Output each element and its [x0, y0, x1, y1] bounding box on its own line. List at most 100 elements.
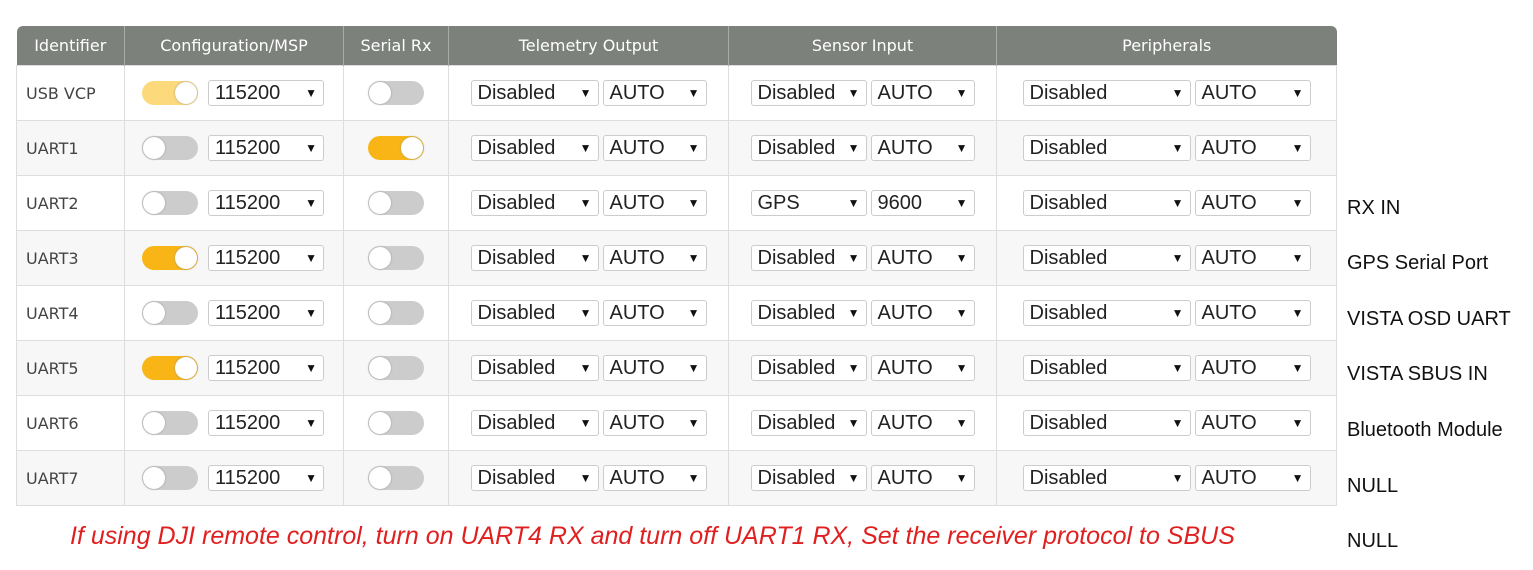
port-note: VISTA SBUS IN — [1347, 363, 1488, 386]
telemetry-select[interactable]: Disabled ▼ — [470, 300, 599, 326]
msp-baud-select[interactable]: 115200 ▼ — [208, 190, 324, 216]
table-row: UART5 115200 ▼ Disabled ▼ AUTO ▼ Disabled ▼ AU… — [16, 340, 1337, 396]
port-identifier: UART1 — [16, 120, 125, 176]
chevron-down-icon: ▼ — [955, 361, 968, 375]
sensor-baud-select[interactable]: AUTO ▼ — [870, 245, 975, 271]
chevron-down-icon: ▼ — [955, 141, 968, 155]
sensor-select[interactable]: Disabled ▼ — [750, 410, 867, 436]
chevron-down-icon: ▼ — [305, 471, 317, 485]
chevron-down-icon: ▼ — [1171, 416, 1184, 430]
msp-toggle[interactable] — [142, 411, 198, 435]
chevron-down-icon: ▼ — [305, 141, 317, 155]
peripherals-select[interactable]: Disabled ▼ — [1022, 245, 1191, 271]
sensor-baud-select[interactable]: AUTO ▼ — [870, 410, 975, 436]
msp-baud-select[interactable]: 115200 ▼ — [208, 410, 324, 436]
telemetry-baud-select[interactable]: AUTO ▼ — [602, 80, 707, 106]
peripherals-select[interactable]: Disabled ▼ — [1022, 355, 1191, 381]
msp-toggle[interactable] — [142, 356, 198, 380]
peripherals-baud-select[interactable]: AUTO ▼ — [1194, 410, 1311, 436]
telemetry-baud-select[interactable]: AUTO ▼ — [602, 135, 707, 161]
peripherals-baud-select[interactable]: AUTO ▼ — [1194, 80, 1311, 106]
msp-toggle[interactable] — [142, 191, 198, 215]
msp-toggle[interactable] — [142, 246, 198, 270]
msp-toggle[interactable] — [142, 81, 198, 105]
chevron-down-icon: ▼ — [955, 86, 968, 100]
msp-baud-select[interactable]: 115200 ▼ — [208, 465, 324, 491]
peripherals-baud-select[interactable]: AUTO ▼ — [1194, 245, 1311, 271]
telemetry-baud-select[interactable]: AUTO ▼ — [602, 465, 707, 491]
select-value: 115200 — [215, 466, 281, 489]
telemetry-baud-select[interactable]: AUTO ▼ — [602, 410, 707, 436]
peripherals-select[interactable]: Disabled ▼ — [1022, 410, 1191, 436]
sensor-baud-select[interactable]: AUTO ▼ — [870, 135, 975, 161]
sensor-baud-select[interactable]: AUTO ▼ — [870, 300, 975, 326]
serial-rx-toggle[interactable] — [368, 136, 424, 160]
telemetry-baud-select[interactable]: AUTO ▼ — [602, 300, 707, 326]
telemetry-select[interactable]: Disabled ▼ — [470, 135, 599, 161]
msp-baud-select[interactable]: 115200 ▼ — [208, 245, 324, 271]
select-value: AUTO — [609, 246, 665, 269]
peripherals-select[interactable]: Disabled ▼ — [1022, 135, 1191, 161]
msp-toggle[interactable] — [142, 301, 198, 325]
chevron-down-icon: ▼ — [847, 251, 860, 265]
msp-baud-select[interactable]: 115200 ▼ — [208, 355, 324, 381]
peripherals-baud-select[interactable]: AUTO ▼ — [1194, 465, 1311, 491]
chevron-down-icon: ▼ — [579, 361, 592, 375]
telemetry-baud-select[interactable]: AUTO ▼ — [602, 245, 707, 271]
sensor-baud-select[interactable]: AUTO ▼ — [870, 355, 975, 381]
serial-rx-toggle[interactable] — [368, 301, 424, 325]
serial-rx-toggle[interactable] — [368, 411, 424, 435]
sensor-select[interactable]: Disabled ▼ — [750, 465, 867, 491]
telemetry-select[interactable]: Disabled ▼ — [470, 465, 599, 491]
msp-baud-select[interactable]: 115200 ▼ — [208, 80, 324, 106]
peripherals-baud-select[interactable]: AUTO ▼ — [1194, 355, 1311, 381]
telemetry-select[interactable]: Disabled ▼ — [470, 80, 599, 106]
select-value: AUTO — [877, 246, 933, 269]
msp-baud-select[interactable]: 115200 ▼ — [208, 300, 324, 326]
peripherals-select[interactable]: Disabled ▼ — [1022, 300, 1191, 326]
select-value: Disabled — [757, 301, 836, 324]
telemetry-baud-select[interactable]: AUTO ▼ — [602, 355, 707, 381]
sensor-select[interactable]: GPS ▼ — [750, 190, 867, 216]
serial-rx-toggle[interactable] — [368, 466, 424, 490]
serial-rx-toggle[interactable] — [368, 81, 424, 105]
msp-toggle[interactable] — [142, 136, 198, 160]
sensor-select[interactable]: Disabled ▼ — [750, 355, 867, 381]
peripherals-select[interactable]: Disabled ▼ — [1022, 80, 1191, 106]
sensor-select[interactable]: Disabled ▼ — [750, 245, 867, 271]
telemetry-select[interactable]: Disabled ▼ — [470, 355, 599, 381]
chevron-down-icon: ▼ — [1291, 416, 1304, 430]
sensor-select[interactable]: Disabled ▼ — [750, 135, 867, 161]
select-value: Disabled — [1029, 246, 1108, 269]
msp-baud-select[interactable]: 115200 ▼ — [208, 135, 324, 161]
select-value: AUTO — [877, 81, 933, 104]
serial-rx-toggle[interactable] — [368, 356, 424, 380]
peripherals-baud-select[interactable]: AUTO ▼ — [1194, 300, 1311, 326]
port-identifier: UART2 — [16, 175, 125, 231]
table-row: USB VCP 115200 ▼ Disabled ▼ AUTO ▼ Disabled ▼… — [16, 65, 1337, 121]
select-value: Disabled — [1029, 191, 1108, 214]
select-value: AUTO — [1201, 81, 1257, 104]
select-value: Disabled — [477, 136, 556, 159]
select-value: AUTO — [1201, 301, 1257, 324]
telemetry-select[interactable]: Disabled ▼ — [470, 245, 599, 271]
peripherals-baud-select[interactable]: AUTO ▼ — [1194, 135, 1311, 161]
telemetry-select[interactable]: Disabled ▼ — [470, 190, 599, 216]
sensor-baud-select[interactable]: 9600 ▼ — [870, 190, 975, 216]
sensor-baud-select[interactable]: AUTO ▼ — [870, 465, 975, 491]
peripherals-baud-select[interactable]: AUTO ▼ — [1194, 190, 1311, 216]
peripherals-select[interactable]: Disabled ▼ — [1022, 190, 1191, 216]
sensor-select[interactable]: Disabled ▼ — [750, 80, 867, 106]
peripherals-select[interactable]: Disabled ▼ — [1022, 465, 1191, 491]
chevron-down-icon: ▼ — [687, 86, 700, 100]
chevron-down-icon: ▼ — [305, 361, 317, 375]
serial-rx-toggle[interactable] — [368, 191, 424, 215]
table-row: UART6 115200 ▼ Disabled ▼ AUTO ▼ Disabled ▼ AU… — [16, 395, 1337, 451]
telemetry-select[interactable]: Disabled ▼ — [470, 410, 599, 436]
telemetry-baud-select[interactable]: AUTO ▼ — [602, 190, 707, 216]
sensor-baud-select[interactable]: AUTO ▼ — [870, 80, 975, 106]
sensor-select[interactable]: Disabled ▼ — [750, 300, 867, 326]
msp-toggle[interactable] — [142, 466, 198, 490]
chevron-down-icon: ▼ — [687, 306, 700, 320]
serial-rx-toggle[interactable] — [368, 246, 424, 270]
